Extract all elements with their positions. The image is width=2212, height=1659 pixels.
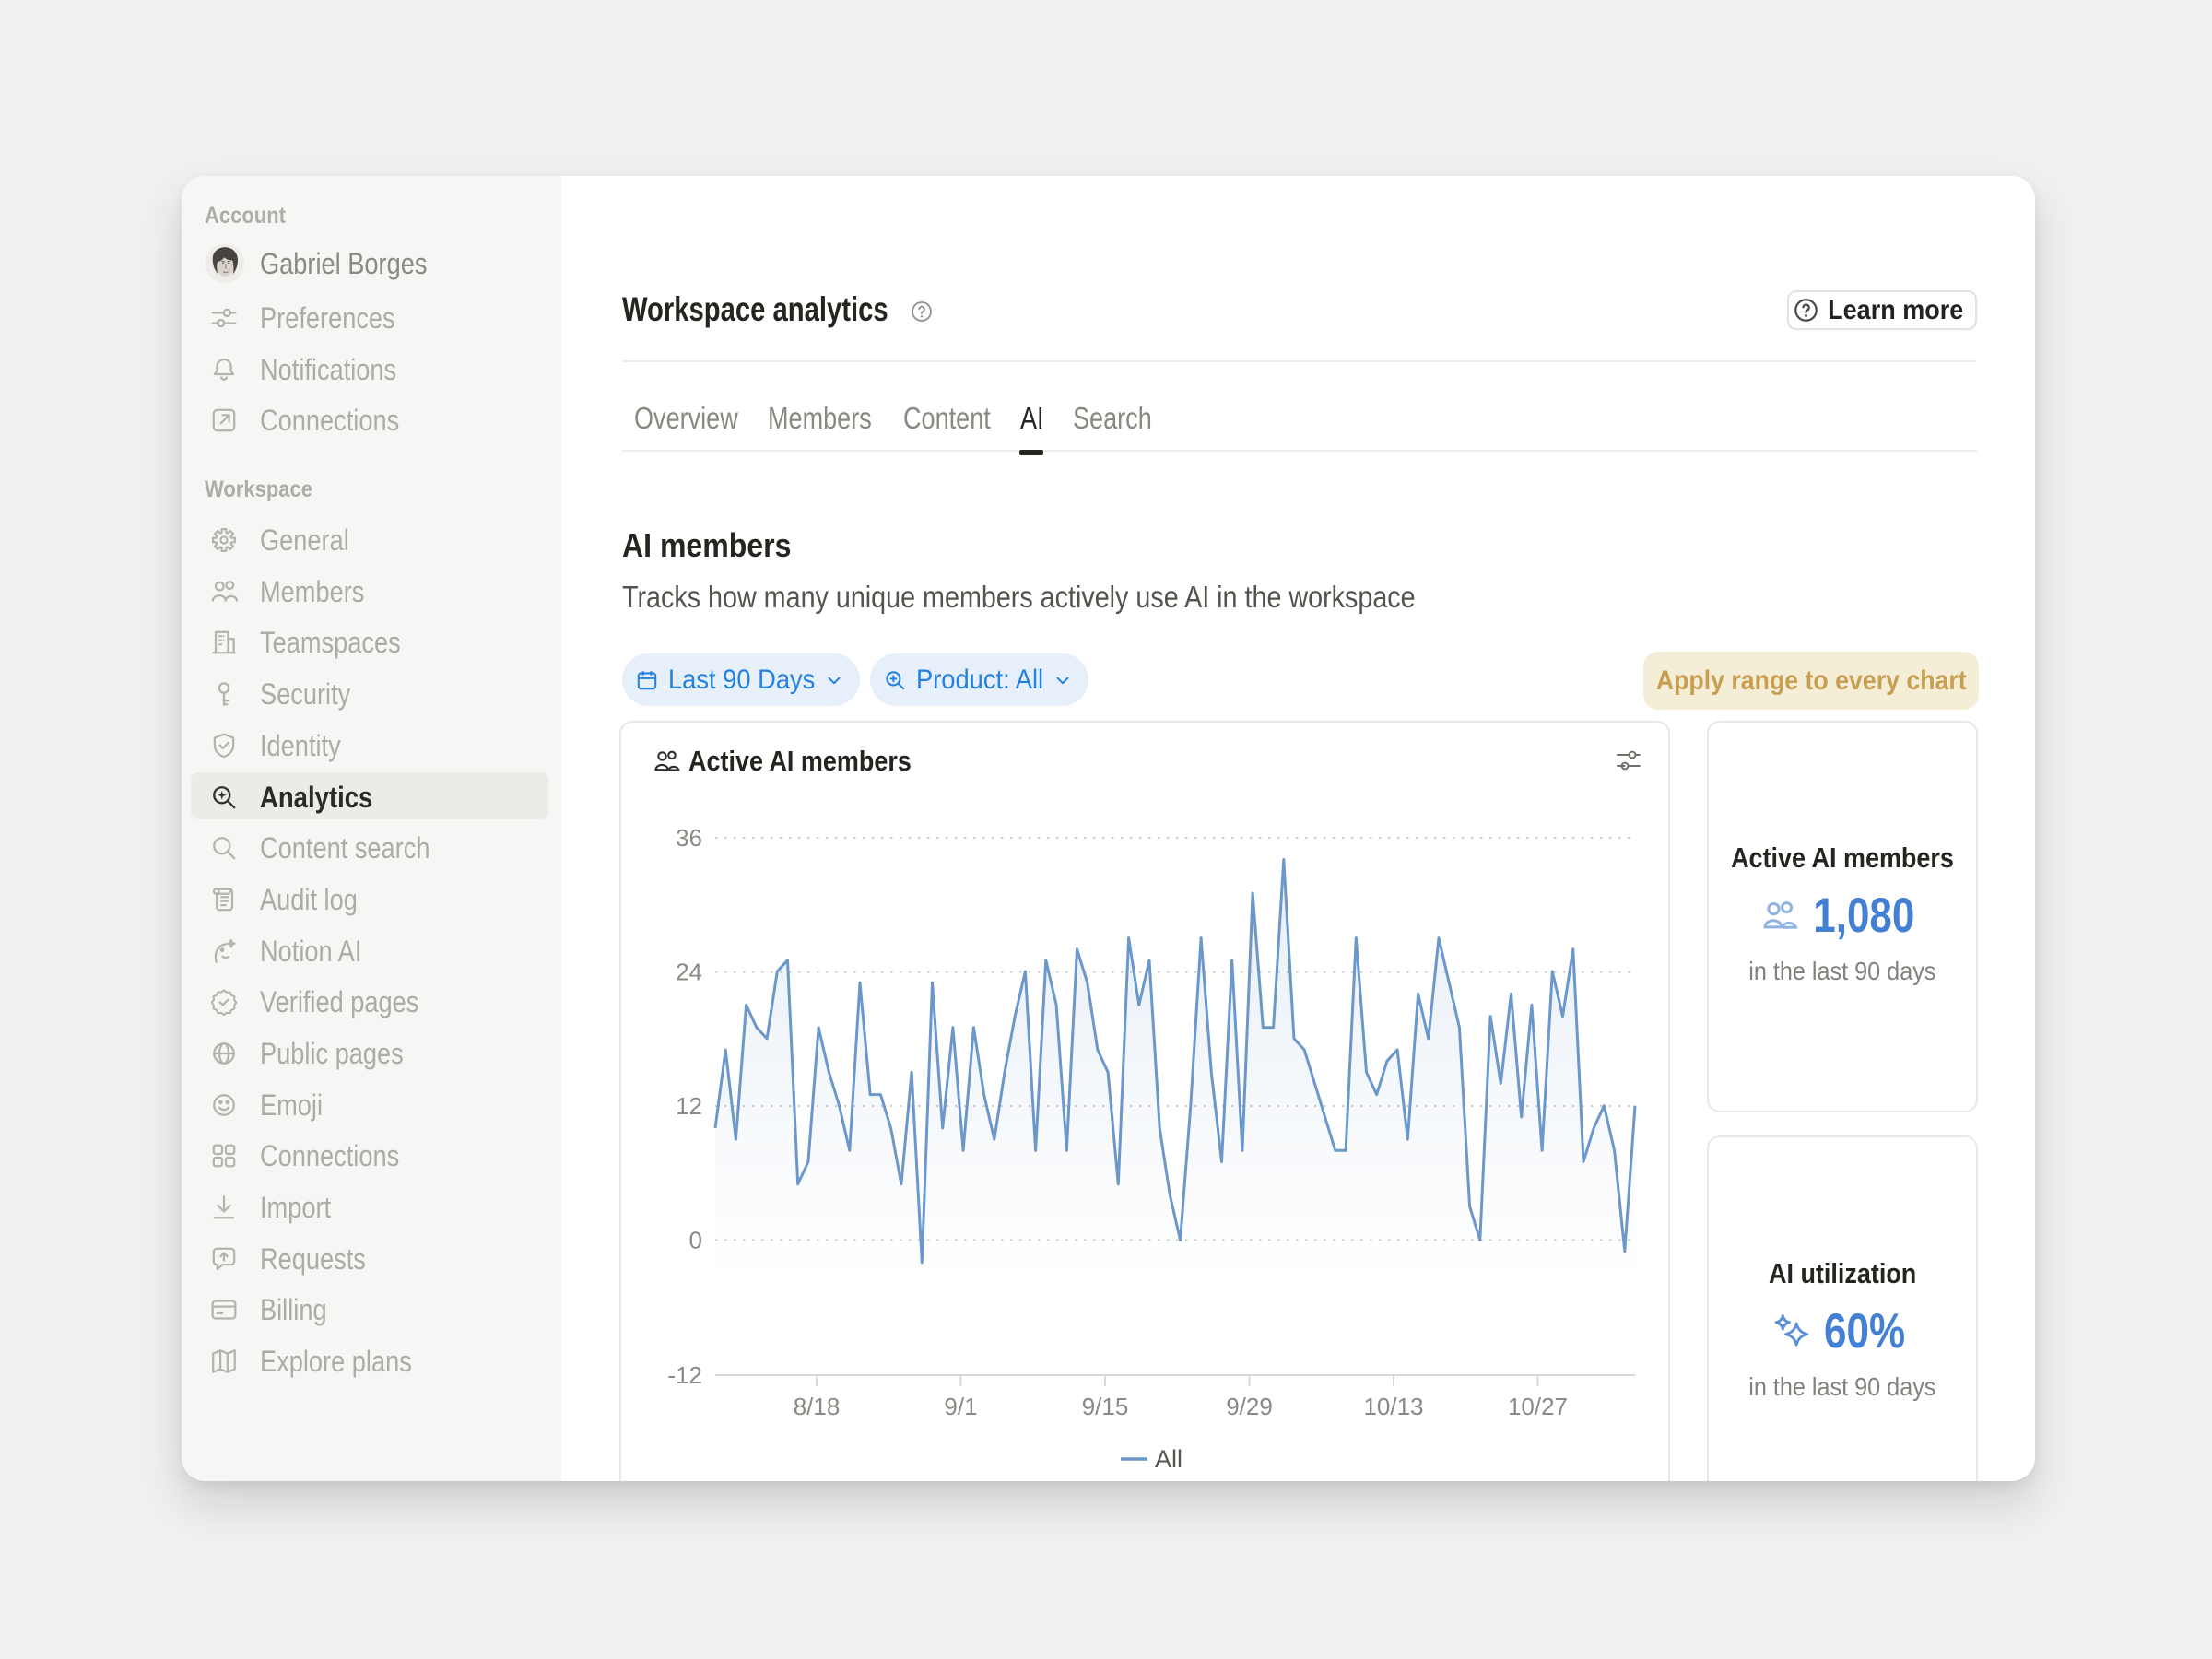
svg-text:-12: -12: [667, 1361, 702, 1389]
svg-text:12: 12: [676, 1092, 702, 1120]
svg-text:9/29: 9/29: [1226, 1393, 1273, 1420]
svg-text:24: 24: [676, 959, 702, 986]
svg-text:9/1: 9/1: [944, 1393, 977, 1420]
svg-text:10/27: 10/27: [1508, 1393, 1568, 1420]
svg-text:8/18: 8/18: [794, 1393, 841, 1420]
svg-text:9/15: 9/15: [1082, 1393, 1129, 1420]
svg-text:36: 36: [676, 824, 702, 852]
svg-text:10/13: 10/13: [1363, 1393, 1423, 1420]
svg-text:0: 0: [689, 1227, 702, 1254]
svg-text:All: All: [1155, 1445, 1182, 1473]
